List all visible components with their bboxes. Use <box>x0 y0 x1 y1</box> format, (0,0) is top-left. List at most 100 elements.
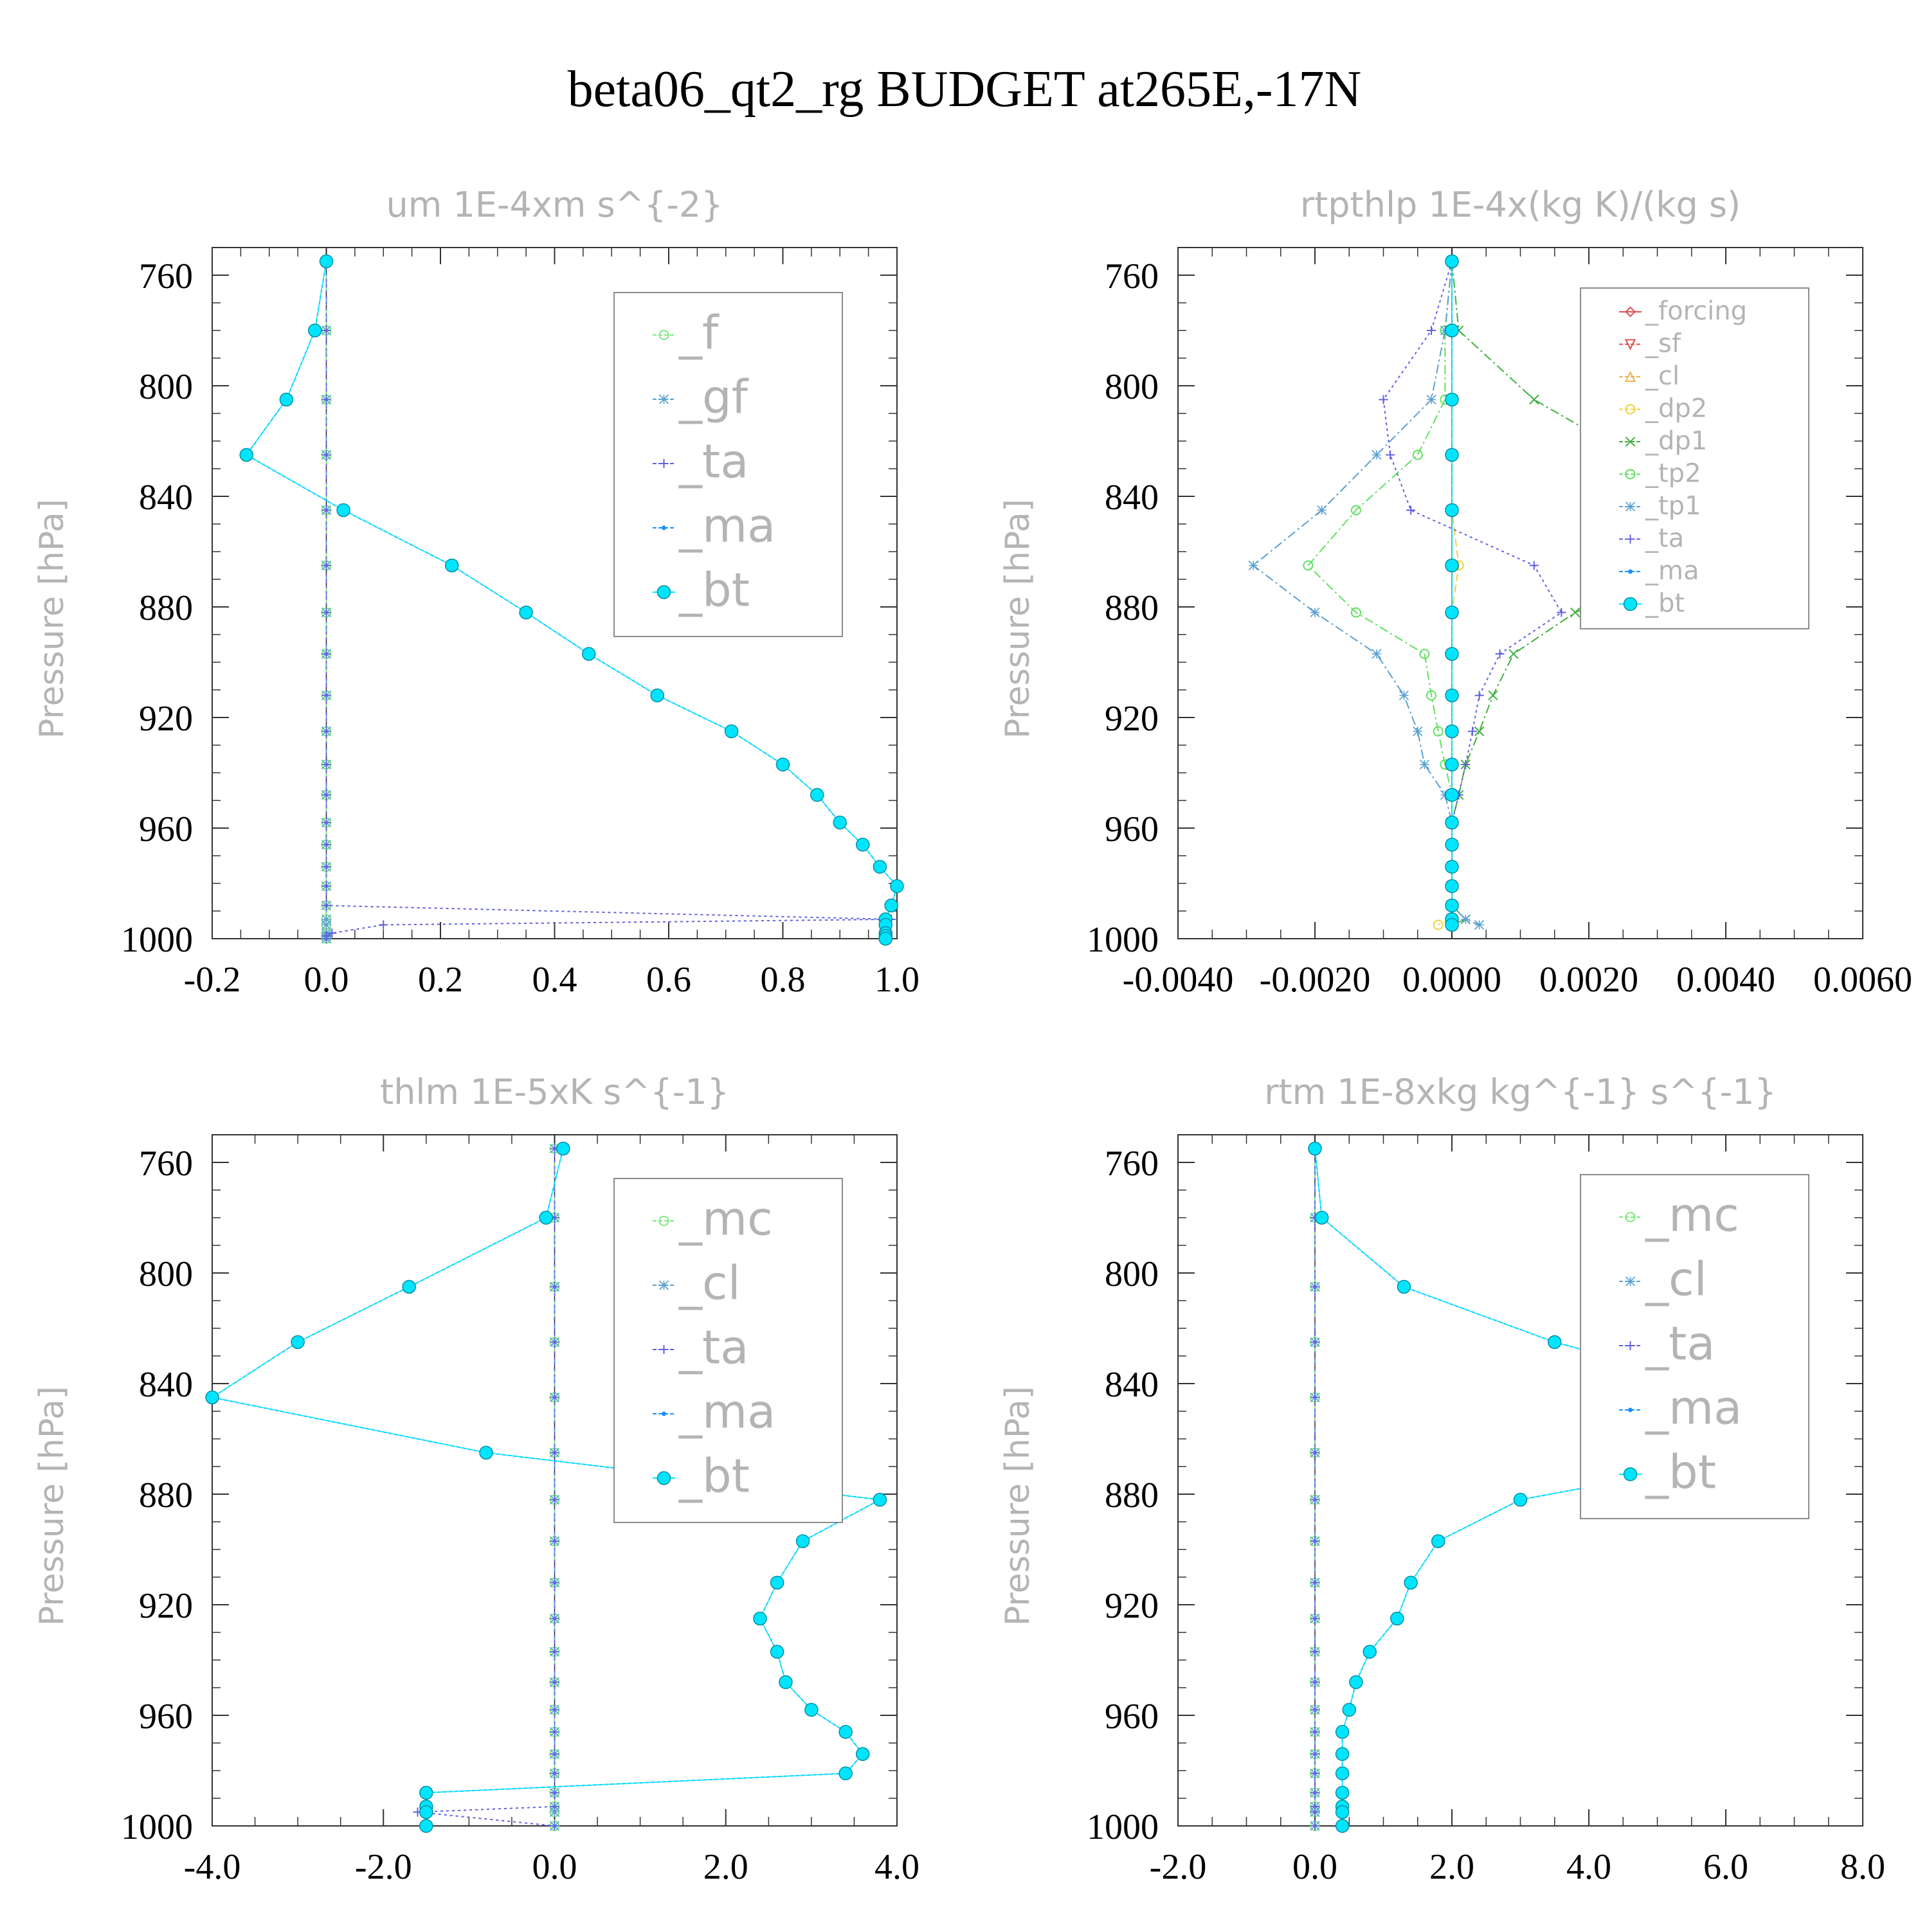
data-point-ta <box>322 326 331 335</box>
data-point-bt <box>1335 1766 1350 1781</box>
legend-marker-mc <box>1625 1212 1636 1222</box>
x-tick-label: -0.0020 <box>1260 960 1371 1000</box>
x-tick-label: 1.0 <box>874 960 919 1000</box>
data-point-bt <box>402 1279 416 1294</box>
x-tick-label: -4.0 <box>184 1847 241 1887</box>
data-point-bt <box>239 447 253 462</box>
data-point-ta <box>322 505 331 515</box>
data-point-tp1 <box>1248 560 1258 571</box>
legend-marker-ma <box>1628 1407 1633 1413</box>
data-point-bt <box>1445 447 1459 462</box>
legend-marker-ma <box>1628 569 1633 574</box>
legend-marker-ta <box>659 1345 669 1354</box>
data-point-ta <box>1310 1705 1319 1715</box>
data-point-bt <box>1363 1645 1377 1659</box>
legend-marker-sf <box>1624 339 1636 350</box>
legend-marker-bt <box>657 1471 671 1485</box>
data-point-tp1 <box>1399 691 1409 701</box>
legend-box <box>613 1178 843 1523</box>
data-point-bt <box>884 898 898 913</box>
legend-label-tp2: _tp2 <box>1645 459 1701 489</box>
legend-marker-cl <box>658 1280 669 1290</box>
data-point-bt <box>804 1702 819 1717</box>
data-point-dp1 <box>1529 394 1539 405</box>
data-point-bt <box>1445 788 1459 802</box>
y-tick-label: 800 <box>139 367 193 407</box>
data-point-tp2 <box>1350 607 1361 618</box>
data-point-bt <box>770 1645 784 1659</box>
y-axis-label: Pressure [hPa] <box>33 499 71 739</box>
data-point-dp1 <box>1570 607 1580 618</box>
x-tick-label: 0.0000 <box>1402 960 1501 1000</box>
y-tick-label: 800 <box>1105 367 1159 407</box>
legend-box <box>613 292 843 637</box>
data-point-bt <box>279 392 294 407</box>
legend-marker-bt <box>1623 597 1638 611</box>
data-point-bt <box>1445 392 1459 407</box>
data-point-ta <box>550 1677 559 1687</box>
data-point-bt <box>1335 1805 1350 1819</box>
data-point-ta <box>322 649 331 659</box>
data-point-ta <box>1495 649 1505 659</box>
y-tick-label: 960 <box>1105 809 1159 849</box>
data-point-ta <box>322 818 331 827</box>
legend-label-ma: _ma <box>1645 556 1699 586</box>
legend-label-gf: _gf <box>678 370 749 424</box>
legend-marker-bt <box>657 585 671 599</box>
chart-panel-3: thlm 1E-5xK s^{-1} Pressure [hPa] -4.0 -2.0… <box>33 1072 919 1887</box>
data-point-ta <box>1310 1578 1319 1587</box>
legend-marker-bt <box>1623 1467 1638 1481</box>
data-point-tp2 <box>1350 505 1361 516</box>
y-tick-label: 800 <box>139 1254 193 1294</box>
y-axis-label: Pressure [hPa] <box>999 1386 1037 1626</box>
data-point-bt <box>1445 503 1459 518</box>
x-tick-label: 0.4 <box>532 960 577 1000</box>
legend-marker-cl <box>1624 370 1636 382</box>
legend-marker-tp2 <box>1625 469 1636 480</box>
data-point-ta <box>322 450 331 460</box>
y-tick-label: 760 <box>1105 257 1159 296</box>
data-point-tp1 <box>1310 608 1320 618</box>
x-tick-label: -2.0 <box>355 1847 412 1887</box>
y-tick-label: 880 <box>1105 588 1159 628</box>
data-point-bt <box>1342 1702 1356 1717</box>
x-tick-label: 0.2 <box>418 960 463 1000</box>
chart-title: rtpthlp 1E-4x(kg K)/(kg s) <box>1300 185 1741 225</box>
data-point-bt <box>1335 1785 1350 1800</box>
y-tick-label: 880 <box>1105 1476 1159 1515</box>
legend-label-ta: _ta <box>1645 524 1684 554</box>
data-point-bt <box>838 1725 853 1739</box>
data-point-bt <box>1397 1279 1411 1294</box>
data-point-bt <box>308 323 322 338</box>
data-point-bt <box>1445 879 1459 894</box>
data-point-bt <box>775 757 790 772</box>
data-point-ta <box>1467 727 1477 736</box>
x-tick-label: 4.0 <box>874 1847 919 1887</box>
data-point-cl <box>549 1807 560 1818</box>
data-point-bt <box>479 1445 493 1460</box>
data-point-ta <box>322 862 331 872</box>
data-point-ta <box>550 1537 559 1546</box>
legend-marker-ta <box>1626 534 1635 544</box>
legend-label-bt: _bt <box>678 563 750 617</box>
data-point-bt <box>319 254 334 269</box>
data-point-tp2 <box>1433 726 1444 737</box>
data-point-ta <box>1310 1821 1319 1830</box>
data-point-bt <box>856 838 870 852</box>
data-point-bt <box>556 1141 570 1156</box>
legend-marker-dp1 <box>1625 437 1636 447</box>
legend: _mc _cl _ta _ma _bt <box>613 1178 843 1523</box>
data-point-ta <box>550 1749 559 1759</box>
data-point-bt <box>724 724 739 739</box>
data-point-bt <box>1335 1819 1350 1833</box>
data-point-bt <box>1548 1335 1562 1350</box>
series-group <box>1248 254 1731 932</box>
series-line-ta <box>417 1148 556 1827</box>
data-point-bt <box>838 1766 853 1781</box>
data-point-ta <box>1310 1537 1319 1546</box>
y-tick-label: 840 <box>1105 1365 1159 1405</box>
legend-label-cl: _cl <box>1645 1252 1707 1306</box>
data-point-ta <box>1461 760 1471 770</box>
data-point-ta <box>322 840 331 849</box>
data-point-ta <box>550 1578 559 1587</box>
